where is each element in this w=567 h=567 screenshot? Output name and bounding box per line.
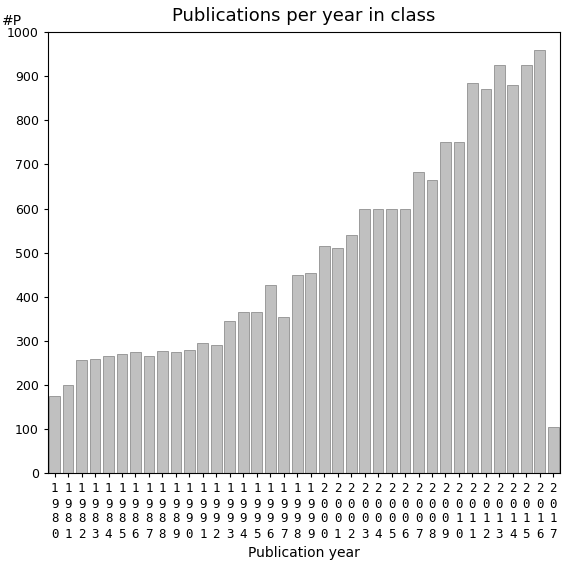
Bar [171, 352, 181, 473]
Bar [400, 209, 411, 473]
Bar [157, 351, 168, 473]
Bar [494, 65, 505, 473]
Bar [238, 312, 249, 473]
Bar [63, 385, 74, 473]
Bar [535, 50, 545, 473]
Bar [211, 345, 222, 473]
Bar [386, 209, 397, 473]
Bar [49, 396, 60, 473]
Bar [278, 317, 289, 473]
Bar [440, 142, 451, 473]
Bar [454, 142, 464, 473]
Bar [346, 235, 357, 473]
Bar [359, 209, 370, 473]
Bar [521, 65, 532, 473]
Bar [251, 312, 262, 473]
Y-axis label: #P: #P [2, 14, 22, 28]
Bar [332, 248, 343, 473]
Bar [130, 352, 141, 473]
Bar [373, 209, 383, 473]
Bar [507, 85, 518, 473]
Bar [480, 90, 492, 473]
X-axis label: Publication year: Publication year [248, 546, 360, 560]
Bar [90, 359, 100, 473]
Bar [292, 275, 303, 473]
Bar [413, 172, 424, 473]
Bar [117, 354, 128, 473]
Bar [103, 357, 114, 473]
Bar [319, 246, 329, 473]
Bar [143, 357, 154, 473]
Title: Publications per year in class: Publications per year in class [172, 7, 435, 25]
Bar [548, 427, 558, 473]
Bar [467, 83, 478, 473]
Bar [305, 273, 316, 473]
Bar [265, 285, 276, 473]
Bar [184, 350, 195, 473]
Bar [197, 343, 208, 473]
Bar [225, 321, 235, 473]
Bar [426, 180, 437, 473]
Bar [76, 359, 87, 473]
